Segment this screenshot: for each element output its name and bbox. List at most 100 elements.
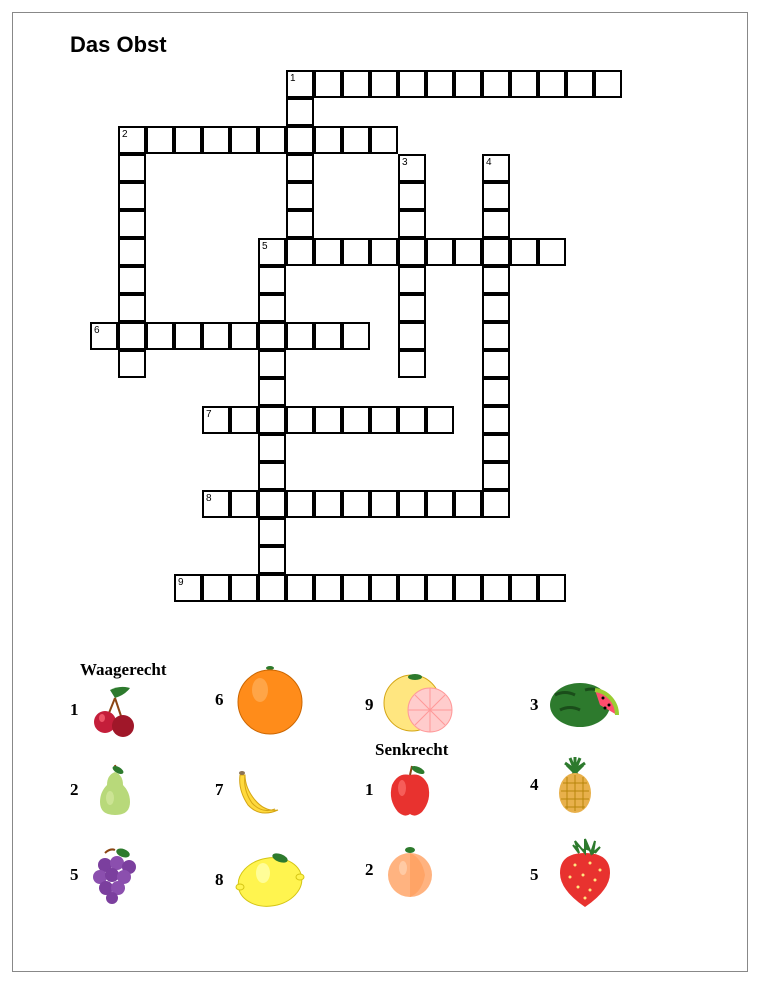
- crossword-cell[interactable]: [118, 266, 146, 294]
- crossword-cell[interactable]: [118, 182, 146, 210]
- crossword-cell[interactable]: [230, 574, 258, 602]
- crossword-cell[interactable]: [510, 70, 538, 98]
- crossword-cell[interactable]: [454, 70, 482, 98]
- crossword-cell[interactable]: [314, 70, 342, 98]
- crossword-cell[interactable]: [370, 490, 398, 518]
- crossword-cell[interactable]: [230, 322, 258, 350]
- crossword-cell[interactable]: [398, 350, 426, 378]
- crossword-cell[interactable]: [398, 322, 426, 350]
- crossword-cell[interactable]: [370, 574, 398, 602]
- crossword-cell[interactable]: [174, 126, 202, 154]
- crossword-cell[interactable]: [398, 406, 426, 434]
- crossword-cell[interactable]: 8: [202, 490, 230, 518]
- crossword-cell[interactable]: [482, 70, 510, 98]
- crossword-cell[interactable]: [118, 154, 146, 182]
- crossword-cell[interactable]: [258, 574, 286, 602]
- crossword-cell[interactable]: [342, 70, 370, 98]
- crossword-cell[interactable]: [258, 266, 286, 294]
- crossword-cell[interactable]: [370, 406, 398, 434]
- crossword-cell[interactable]: [454, 238, 482, 266]
- crossword-cell[interactable]: [286, 490, 314, 518]
- crossword-cell[interactable]: [342, 490, 370, 518]
- crossword-cell[interactable]: [342, 322, 370, 350]
- crossword-cell[interactable]: [286, 238, 314, 266]
- crossword-cell[interactable]: [258, 434, 286, 462]
- crossword-cell[interactable]: [202, 574, 230, 602]
- crossword-cell[interactable]: [314, 490, 342, 518]
- crossword-cell[interactable]: [146, 126, 174, 154]
- crossword-cell[interactable]: [370, 126, 398, 154]
- crossword-cell[interactable]: [398, 574, 426, 602]
- crossword-cell[interactable]: [538, 70, 566, 98]
- crossword-cell[interactable]: [314, 322, 342, 350]
- crossword-cell[interactable]: [398, 490, 426, 518]
- crossword-cell[interactable]: [398, 238, 426, 266]
- crossword-cell[interactable]: 5: [258, 238, 286, 266]
- crossword-cell[interactable]: [482, 266, 510, 294]
- crossword-cell[interactable]: [482, 322, 510, 350]
- crossword-cell[interactable]: [370, 70, 398, 98]
- crossword-cell[interactable]: [482, 378, 510, 406]
- crossword-cell[interactable]: [202, 126, 230, 154]
- crossword-cell[interactable]: [118, 238, 146, 266]
- crossword-cell[interactable]: [482, 434, 510, 462]
- crossword-cell[interactable]: [258, 546, 286, 574]
- crossword-cell[interactable]: [258, 406, 286, 434]
- crossword-cell[interactable]: [286, 406, 314, 434]
- crossword-cell[interactable]: [314, 126, 342, 154]
- crossword-cell[interactable]: [286, 182, 314, 210]
- crossword-cell[interactable]: [258, 462, 286, 490]
- crossword-cell[interactable]: [370, 238, 398, 266]
- crossword-cell[interactable]: [426, 70, 454, 98]
- crossword-cell[interactable]: [454, 574, 482, 602]
- crossword-cell[interactable]: 3: [398, 154, 426, 182]
- crossword-cell[interactable]: [118, 294, 146, 322]
- crossword-cell[interactable]: [398, 182, 426, 210]
- crossword-cell[interactable]: [286, 154, 314, 182]
- crossword-cell[interactable]: [202, 322, 230, 350]
- crossword-cell[interactable]: [398, 266, 426, 294]
- crossword-cell[interactable]: [426, 406, 454, 434]
- crossword-cell[interactable]: [454, 490, 482, 518]
- crossword-cell[interactable]: [426, 490, 454, 518]
- crossword-cell[interactable]: [342, 126, 370, 154]
- crossword-cell[interactable]: 1: [286, 70, 314, 98]
- crossword-cell[interactable]: [286, 126, 314, 154]
- crossword-cell[interactable]: [510, 574, 538, 602]
- crossword-cell[interactable]: [482, 462, 510, 490]
- crossword-cell[interactable]: [342, 238, 370, 266]
- crossword-cell[interactable]: [426, 574, 454, 602]
- crossword-cell[interactable]: [342, 406, 370, 434]
- crossword-cell[interactable]: [258, 294, 286, 322]
- crossword-cell[interactable]: [482, 210, 510, 238]
- crossword-cell[interactable]: [286, 98, 314, 126]
- crossword-cell[interactable]: [342, 574, 370, 602]
- crossword-cell[interactable]: [174, 322, 202, 350]
- crossword-cell[interactable]: [482, 574, 510, 602]
- crossword-cell[interactable]: [118, 322, 146, 350]
- crossword-cell[interactable]: [258, 350, 286, 378]
- crossword-cell[interactable]: [314, 406, 342, 434]
- crossword-cell[interactable]: [426, 238, 454, 266]
- crossword-cell[interactable]: [314, 574, 342, 602]
- crossword-cell[interactable]: [230, 490, 258, 518]
- crossword-cell[interactable]: [510, 238, 538, 266]
- crossword-cell[interactable]: [258, 518, 286, 546]
- crossword-cell[interactable]: [286, 322, 314, 350]
- crossword-cell[interactable]: 6: [90, 322, 118, 350]
- crossword-cell[interactable]: [258, 490, 286, 518]
- crossword-cell[interactable]: [566, 70, 594, 98]
- crossword-cell[interactable]: [286, 210, 314, 238]
- crossword-cell[interactable]: 4: [482, 154, 510, 182]
- crossword-cell[interactable]: [118, 210, 146, 238]
- crossword-cell[interactable]: [258, 322, 286, 350]
- crossword-cell[interactable]: [258, 126, 286, 154]
- crossword-cell[interactable]: [482, 294, 510, 322]
- crossword-cell[interactable]: 7: [202, 406, 230, 434]
- crossword-cell[interactable]: [538, 238, 566, 266]
- crossword-cell[interactable]: [482, 182, 510, 210]
- crossword-cell[interactable]: [482, 350, 510, 378]
- crossword-cell[interactable]: [230, 406, 258, 434]
- crossword-cell[interactable]: [594, 70, 622, 98]
- crossword-cell[interactable]: [398, 210, 426, 238]
